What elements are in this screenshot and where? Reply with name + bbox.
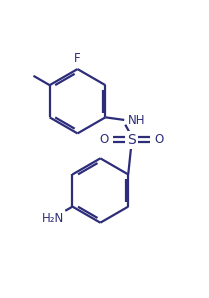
Text: NH: NH (128, 114, 145, 128)
Text: S: S (127, 133, 136, 147)
Text: O: O (100, 133, 109, 146)
Text: F: F (74, 52, 81, 65)
Text: O: O (154, 133, 163, 146)
Text: H₂N: H₂N (42, 212, 64, 225)
